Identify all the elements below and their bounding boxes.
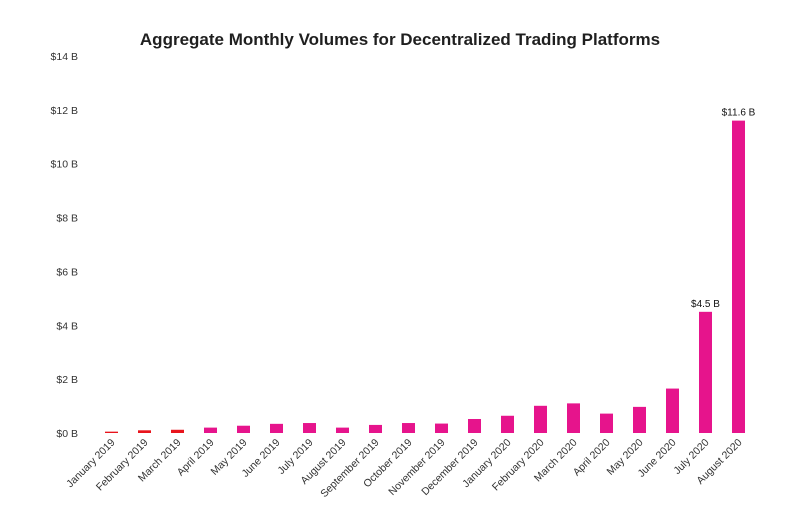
bar	[138, 430, 151, 433]
bar	[666, 388, 679, 433]
data-label: $4.5 B	[691, 299, 720, 310]
y-tick-label: $12 B	[51, 105, 78, 117]
chart-title: Aggregate Monthly Volumes for Decentrali…	[139, 30, 661, 49]
bars	[105, 120, 745, 433]
bar	[435, 423, 448, 433]
y-axis: $0 B $2 B $4 B $6 B $8 B $10 B $12 B $14 B	[51, 51, 78, 440]
data-label: $11.6 B	[722, 108, 756, 119]
y-tick-label: $4 B	[56, 320, 78, 332]
x-tick-label: September 2019	[318, 437, 381, 500]
bar	[468, 418, 481, 433]
y-tick-label: $0 B	[56, 428, 78, 440]
y-tick-label: $14 B	[51, 51, 78, 63]
bar	[105, 431, 118, 433]
y-tick-label: $6 B	[56, 266, 78, 278]
y-tick-label: $10 B	[51, 159, 78, 171]
bar	[204, 427, 217, 433]
x-tick-label: November 2019	[386, 437, 447, 498]
data-labels: $4.5 B $11.6 B	[691, 108, 756, 310]
bar	[600, 413, 613, 433]
bar	[171, 429, 184, 433]
bar	[303, 423, 316, 433]
bar	[270, 423, 283, 433]
bar	[501, 415, 514, 433]
bar	[699, 311, 712, 433]
bar	[402, 423, 415, 433]
bar	[732, 120, 745, 433]
bar	[336, 427, 349, 433]
bar	[237, 425, 250, 433]
y-tick-label: $2 B	[56, 374, 78, 386]
bar	[567, 403, 580, 433]
y-tick-label: $8 B	[56, 213, 78, 225]
bar	[369, 424, 382, 433]
bar	[534, 405, 547, 433]
bar	[633, 406, 646, 433]
x-tick-label: December 2019	[419, 437, 480, 498]
